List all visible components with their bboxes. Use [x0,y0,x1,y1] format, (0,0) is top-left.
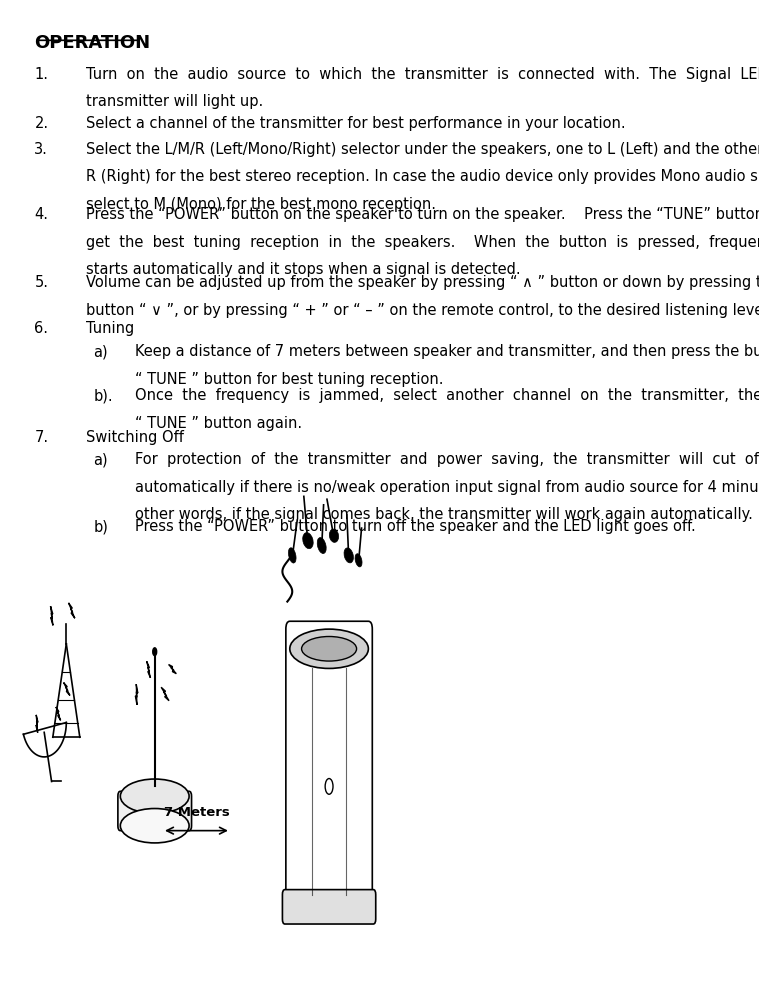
Polygon shape [68,603,75,618]
Text: 7 Meters: 7 Meters [164,806,229,819]
Text: Select a channel of the transmitter for best performance in your location.: Select a channel of the transmitter for … [86,116,625,131]
Text: get  the  best  tuning  reception  in  the  speakers.    When  the  button  is  : get the best tuning reception in the spe… [86,235,759,250]
Text: select to M (Mono) for the best mono reception.: select to M (Mono) for the best mono rec… [86,197,436,211]
Text: starts automatically and it stops when a signal is detected.: starts automatically and it stops when a… [86,262,521,277]
Text: Press the “POWER” button to turn off the speaker and the LED light goes off.: Press the “POWER” button to turn off the… [135,519,696,534]
Text: Switching Off: Switching Off [86,430,184,444]
Text: Keep a distance of 7 meters between speaker and transmitter, and then press the : Keep a distance of 7 meters between spea… [135,344,759,359]
Text: a): a) [93,344,108,359]
Circle shape [153,648,156,656]
Text: “ TUNE ” button again.: “ TUNE ” button again. [135,416,302,431]
Text: b): b) [93,519,109,534]
Text: 1.: 1. [34,67,49,82]
Polygon shape [56,707,61,721]
Text: automatically if there is no/weak operation input signal from audio source for 4: automatically if there is no/weak operat… [135,480,759,494]
Text: transmitter will light up.: transmitter will light up. [86,94,263,109]
Polygon shape [135,684,138,705]
Polygon shape [51,607,53,625]
Text: 4.: 4. [34,207,49,222]
Ellipse shape [121,808,189,843]
FancyBboxPatch shape [118,791,191,831]
Text: Tuning: Tuning [86,321,134,336]
Polygon shape [36,715,38,732]
Text: b).: b). [93,388,113,403]
Ellipse shape [317,538,326,553]
Text: 3.: 3. [34,142,49,156]
Text: Once  the  frequency  is  jammed,  select  another  channel  on  the  transmitte: Once the frequency is jammed, select ano… [135,388,759,403]
Ellipse shape [288,548,296,563]
Text: button “ ∨ ”, or by pressing “ + ” or “ – ” on the remote control, to the desire: button “ ∨ ”, or by pressing “ + ” or “ … [86,303,759,318]
Polygon shape [161,687,169,701]
Text: Turn  on  the  audio  source  to  which  the  transmitter  is  connected  with. : Turn on the audio source to which the tr… [86,67,759,82]
Ellipse shape [329,529,339,543]
Text: “ TUNE ” button for best tuning reception.: “ TUNE ” button for best tuning receptio… [135,372,443,386]
Ellipse shape [121,779,189,814]
Polygon shape [64,682,70,696]
Ellipse shape [344,548,354,563]
Text: 2.: 2. [34,116,49,131]
Text: 5.: 5. [34,275,49,290]
Text: a): a) [93,452,108,467]
Ellipse shape [290,629,368,668]
Ellipse shape [303,533,313,549]
Ellipse shape [355,553,362,567]
FancyBboxPatch shape [282,890,376,924]
Text: OPERATION: OPERATION [34,34,150,52]
Text: 7.: 7. [34,430,49,444]
Circle shape [325,779,333,794]
Text: other words, if the signal comes back, the transmitter will work again automatic: other words, if the signal comes back, t… [135,507,753,522]
Ellipse shape [301,637,357,662]
Text: Select the L/M/R (Left/Mono/Right) selector under the speakers, one to L (Left) : Select the L/M/R (Left/Mono/Right) selec… [86,142,759,156]
Text: For  protection  of  the  transmitter  and  power  saving,  the  transmitter  wi: For protection of the transmitter and po… [135,452,759,467]
FancyBboxPatch shape [286,621,373,912]
Polygon shape [146,662,150,678]
Text: Press the “POWER” button on the speaker to turn on the speaker.    Press the “TU: Press the “POWER” button on the speaker … [86,207,759,222]
Text: Volume can be adjusted up from the speaker by pressing “ ∧ ” button or down by p: Volume can be adjusted up from the speak… [86,275,759,290]
Text: 6.: 6. [34,321,49,336]
Polygon shape [168,665,176,673]
Text: R (Right) for the best stereo reception. In case the audio device only provides : R (Right) for the best stereo reception.… [86,169,759,184]
